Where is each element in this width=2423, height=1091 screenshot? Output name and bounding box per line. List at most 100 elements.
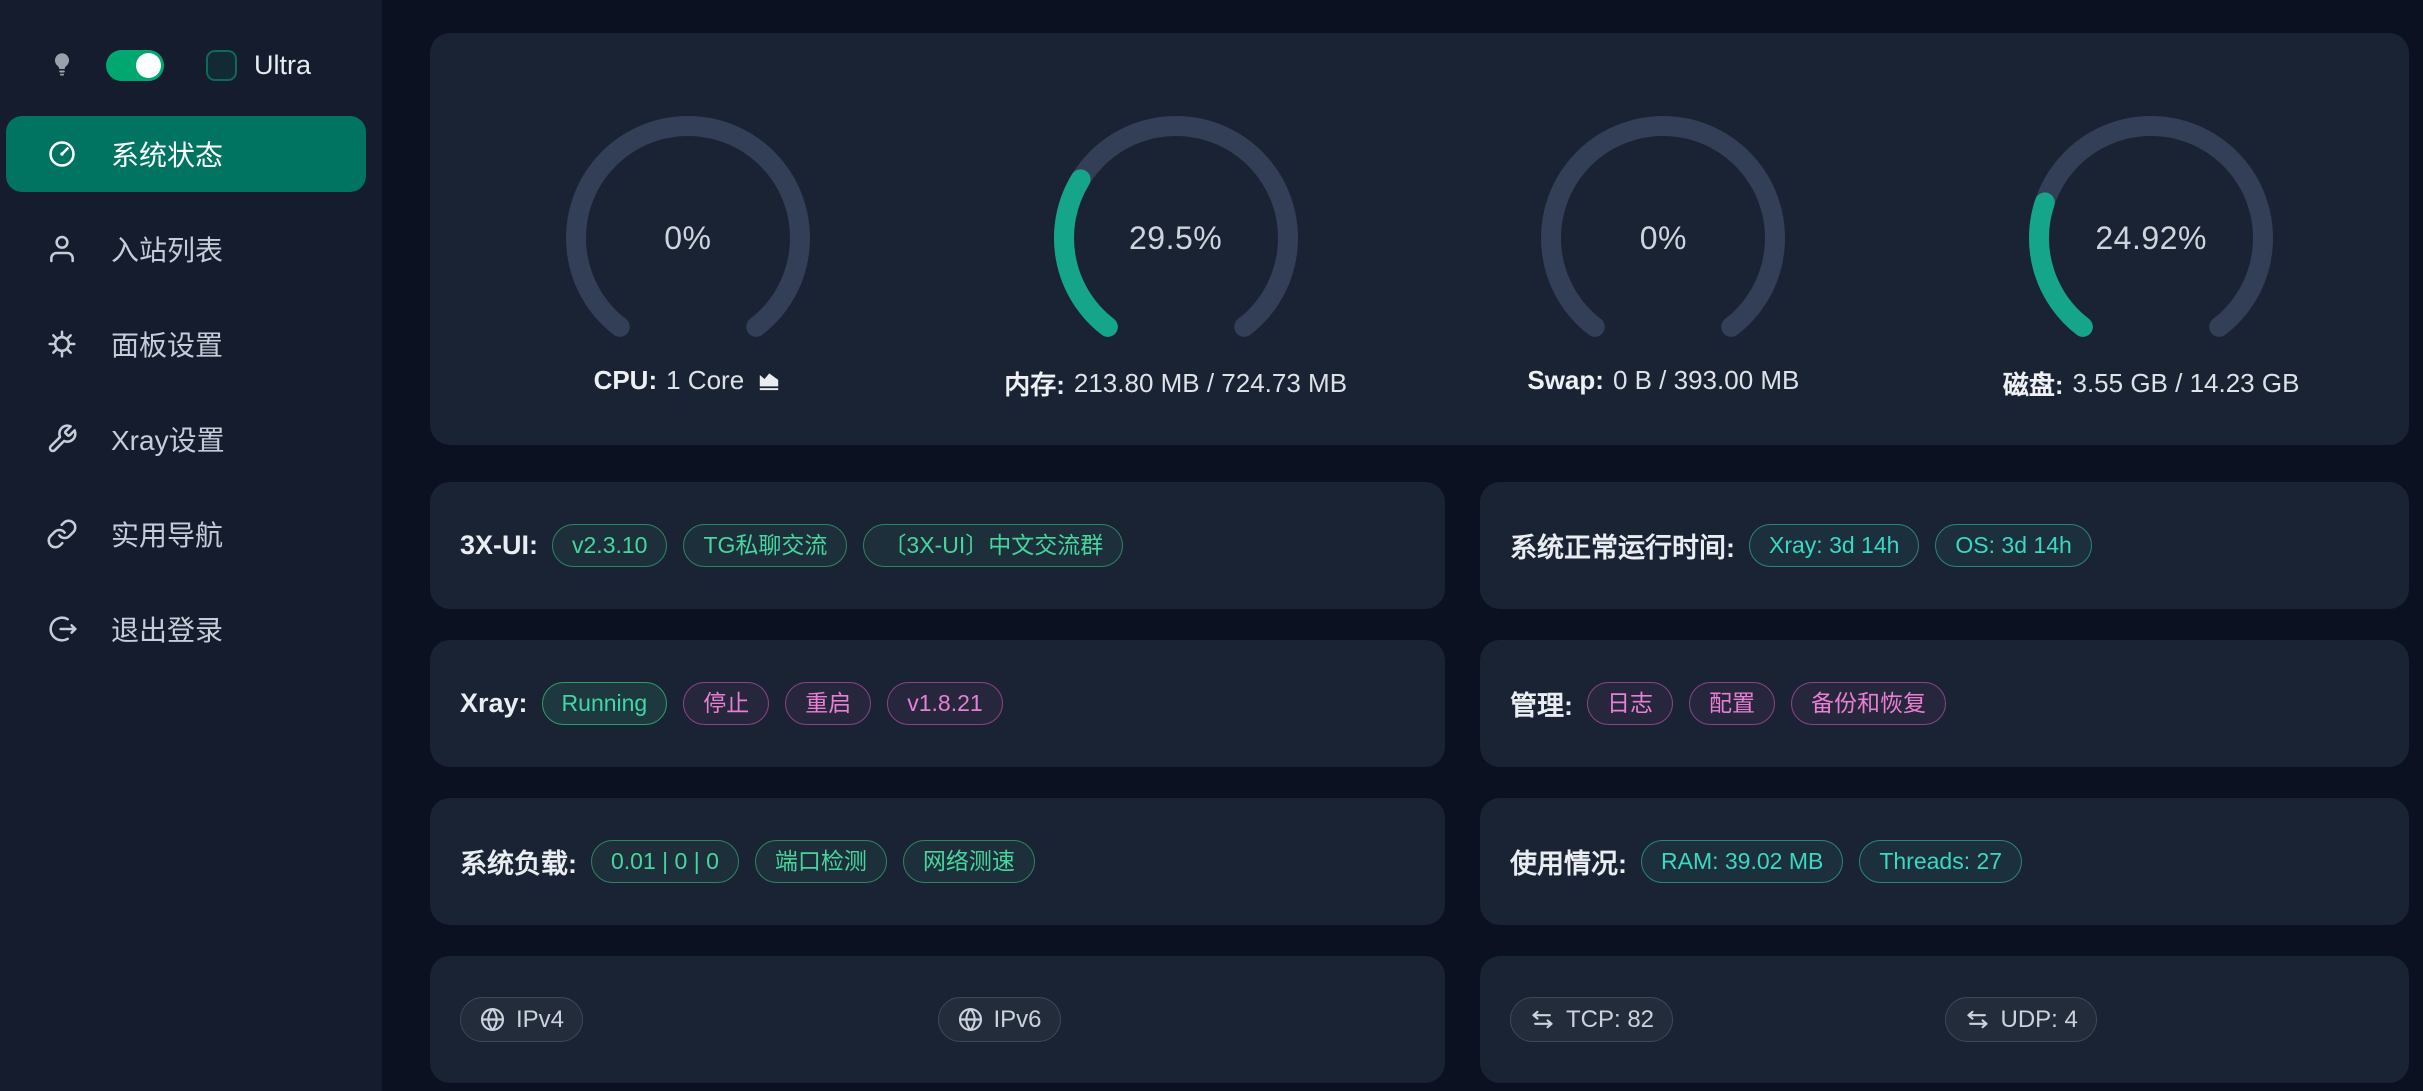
- memory-gauge-label: 内存: 213.80 MB / 724.73 MB: [1004, 365, 1347, 402]
- xray-stop-button[interactable]: 停止: [683, 682, 770, 725]
- usage-card: 使用情况: RAM: 39.02 MB Threads: 27: [1480, 798, 2409, 925]
- xray-card: Xray: Running 停止 重启 v1.8.21: [430, 640, 1445, 767]
- ip-card: IPv4 IPv6: [430, 956, 1445, 1083]
- xray-card-label: Xray:: [460, 688, 528, 718]
- port-check-button-text: 端口检测: [774, 848, 867, 874]
- disk-gauge-label-title: 磁盘:: [2002, 370, 2064, 400]
- udp-count-badge-text: UDP: 4: [2000, 1005, 2078, 1033]
- os-uptime-badge-text: OS: 3d 14h: [1955, 532, 2072, 558]
- tg-group-badge-text: 〔3X-UI〕中文交流群: [883, 532, 1104, 558]
- memory-gauge: 29.5% 内存: 213.80 MB / 724.73 MB: [932, 33, 1420, 445]
- logs-button-text: 日志: [1607, 690, 1653, 716]
- ipv4-badge-text: IPv4: [516, 1005, 565, 1033]
- sidebar-item-panel-settings[interactable]: 面板设置: [6, 306, 366, 382]
- ipv4-badge[interactable]: IPv4: [460, 997, 584, 1042]
- load-card-label: 系统负载:: [460, 849, 577, 879]
- backup-restore-button[interactable]: 备份和恢复: [1791, 682, 1946, 725]
- gear-icon: [46, 328, 78, 360]
- load-card: 系统负载: 0.01 | 0 | 0 端口检测 网络测速: [430, 798, 1445, 925]
- panel-version-badge-text: v2.3.10: [572, 532, 648, 558]
- threads-badge-text: Threads: 27: [1879, 848, 2003, 874]
- swap-gauge-ring: 0%: [1538, 113, 1788, 363]
- xray-running-badge-text: Running: [561, 690, 648, 716]
- wrench-icon: [46, 423, 78, 455]
- tcp-count-badge-text: TCP: 82: [1566, 1005, 1655, 1033]
- area-chart-icon[interactable]: [756, 368, 782, 394]
- toggle-knob: [136, 52, 161, 78]
- sidebar-item-label: 面板设置: [111, 330, 224, 361]
- speedtest-button[interactable]: 网络测速: [902, 840, 1035, 883]
- ipv6-badge-text: IPv6: [993, 1005, 1042, 1033]
- disk-gauge-label-value: 3.55 GB / 14.23 GB: [2072, 368, 2300, 398]
- memory-gauge-label-title: 内存:: [1004, 370, 1065, 400]
- load-average-badge-text: 0.01 | 0 | 0: [611, 848, 719, 874]
- cpu-gauge-ring: 0%: [563, 113, 813, 363]
- sidebar: Ultra 系统状态入站列表面板设置 Xray设置实用导航退出登录: [0, 0, 382, 1091]
- config-button-text: 配置: [1709, 690, 1755, 716]
- user-icon: [46, 233, 78, 265]
- xray-uptime-badge-text: Xray: 3d 14h: [1769, 532, 1900, 558]
- xui-info-card-badges: v2.3.10 TG私聊交流 〔3X-UI〕中文交流群: [552, 524, 1124, 567]
- uptime-card: 系统正常运行时间: Xray: 3d 14h OS: 3d 14h: [1480, 482, 2409, 609]
- os-uptime-badge: OS: 3d 14h: [1935, 524, 2092, 567]
- link-icon: [46, 518, 78, 550]
- memory-gauge-ring: 29.5%: [1051, 113, 1301, 363]
- swap-gauge-label: Swap: 0 B / 393.00 MB: [1527, 365, 1799, 396]
- usage-card-label: 使用情况:: [1510, 849, 1627, 879]
- ports-card: TCP: 82 UDP: 4: [1480, 956, 2409, 1083]
- config-button[interactable]: 配置: [1689, 682, 1775, 725]
- sidebar-item-logout[interactable]: 退出登录: [6, 591, 366, 667]
- xray-restart-button[interactable]: 重启: [785, 682, 872, 725]
- sidebar-item-xray-settings[interactable]: Xray设置: [6, 401, 366, 477]
- cpu-gauge-label-title: CPU:: [593, 365, 658, 395]
- ram-usage-badge-text: RAM: 39.02 MB: [1661, 848, 1824, 874]
- load-card-badges: 0.01 | 0 | 0 端口检测 网络测速: [591, 840, 1035, 883]
- tg-group-badge[interactable]: 〔3X-UI〕中文交流群: [863, 524, 1124, 567]
- admin-card-badges: 日志 配置 备份和恢复: [1587, 682, 1946, 725]
- swap-gauge-label-value: 0 B / 393.00 MB: [1612, 365, 1800, 395]
- sidebar-item-label: 入站列表: [111, 235, 224, 266]
- sidebar-menu: 系统状态入站列表面板设置 Xray设置实用导航退出登录: [0, 116, 382, 667]
- backup-restore-button-text: 备份和恢复: [1811, 690, 1926, 716]
- sidebar-item-useful-links[interactable]: 实用导航: [6, 496, 366, 572]
- sidebar-item-label: 实用导航: [111, 520, 224, 551]
- main-content: 0% CPU: 1 Core 29.5% 内存: 213.80 MB / 724.73 M…: [382, 0, 2423, 1091]
- ports-card-col-2: UDP: 4: [1944, 997, 2380, 1042]
- xui-info-card: 3X-UI: v2.3.10 TG私聊交流 〔3X-UI〕中文交流群: [430, 482, 1445, 609]
- ip-card-col-1: IPv4: [460, 997, 938, 1042]
- cpu-gauge-percent: 0%: [664, 219, 712, 256]
- tg-chat-badge[interactable]: TG私聊交流: [683, 524, 848, 567]
- tg-chat-badge-text: TG私聊交流: [703, 532, 828, 558]
- xray-card-badges: Running 停止 重启 v1.8.21: [541, 682, 1003, 725]
- info-cards-grid: 3X-UI: v2.3.10 TG私聊交流 〔3X-UI〕中文交流群 系统正常运行时间:…: [430, 482, 2423, 1083]
- swap-gauge-percent: 0%: [1639, 219, 1687, 256]
- sidebar-item-label: 系统状态: [111, 140, 224, 171]
- system-gauges-card: 0% CPU: 1 Core 29.5% 内存: 213.80 MB / 724.73 M…: [430, 33, 2409, 445]
- globe-icon: [479, 1006, 506, 1033]
- admin-card-label: 管理:: [1510, 691, 1573, 721]
- disk-gauge-label: 磁盘: 3.55 GB / 14.23 GB: [2003, 365, 2300, 402]
- xray-version-badge[interactable]: v1.8.21: [887, 682, 1003, 725]
- ipv6-badge[interactable]: IPv6: [937, 997, 1061, 1042]
- uptime-card-label: 系统正常运行时间:: [1510, 533, 1735, 563]
- swap-gauge: 0% Swap: 0 B / 393.00 MB: [1420, 33, 1908, 445]
- logs-button[interactable]: 日志: [1587, 682, 1673, 725]
- panel-version-badge[interactable]: v2.3.10: [552, 524, 668, 567]
- memory-gauge-label-value: 213.80 MB / 724.73 MB: [1073, 368, 1348, 398]
- uptime-card-badges: Xray: 3d 14h OS: 3d 14h: [1749, 524, 2092, 567]
- sidebar-item-system-status[interactable]: 系统状态: [6, 116, 366, 192]
- theme-row: Ultra: [0, 34, 382, 96]
- threads-badge: Threads: 27: [1859, 840, 2023, 883]
- cpu-gauge: 0% CPU: 1 Core: [444, 33, 932, 445]
- dark-mode-toggle[interactable]: [106, 49, 164, 81]
- ultra-checkbox[interactable]: [206, 49, 237, 81]
- sidebar-item-inbounds[interactable]: 入站列表: [6, 211, 366, 287]
- port-check-button[interactable]: 端口检测: [754, 840, 887, 883]
- sidebar-item-label: 退出登录: [111, 615, 224, 646]
- xray-version-badge-text: v1.8.21: [907, 690, 983, 716]
- speedtest-button-text: 网络测速: [922, 848, 1015, 874]
- dashboard-icon: [46, 138, 78, 170]
- logout-icon: [46, 613, 78, 645]
- memory-gauge-percent: 29.5%: [1129, 219, 1223, 256]
